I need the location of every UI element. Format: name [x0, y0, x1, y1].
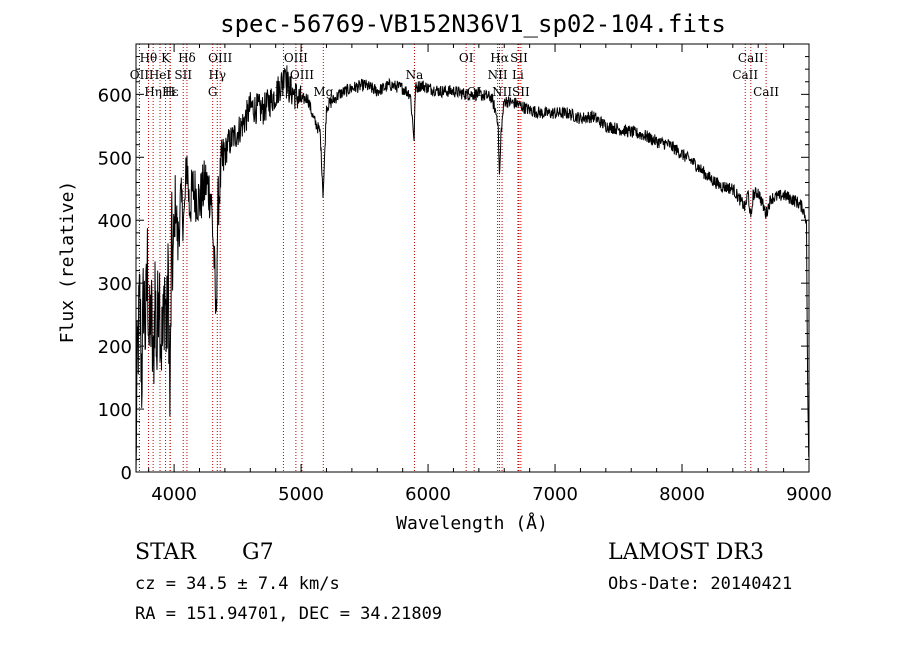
spectral-line-label: OIII: [284, 51, 308, 65]
spectral-line-label: K: [161, 51, 171, 65]
plot-frame: [135, 43, 810, 473]
x-tick-label: 6000: [405, 484, 451, 505]
spectral-line-label: Hε: [162, 85, 179, 99]
obs-date: Obs-Date: 20140421: [608, 574, 793, 594]
spectral-line-labels: OIIHθHηHeIKHHεSIIHδGHγOIIIHβOIIIOIIIMgNa…: [130, 51, 779, 99]
y-tick-label: 300: [98, 274, 132, 295]
spectral-line-label: CaII: [738, 51, 764, 65]
spectral-line-label: Na: [406, 68, 424, 82]
spectral-line-label: CaII: [753, 85, 779, 99]
x-tick-label: 9000: [786, 484, 832, 505]
spectral-line-label: OII: [130, 68, 150, 82]
object-class: STAR: [135, 540, 196, 565]
y-tick-label: 0: [121, 463, 132, 484]
spectral-line-label: HeI: [149, 68, 172, 82]
y-tick-label: 600: [98, 85, 132, 106]
spectral-line-label: Hθ: [140, 51, 158, 65]
y-tick-label: 400: [98, 211, 132, 232]
spectral-line-label: Mg: [313, 85, 333, 99]
spectral-line-label: CaII: [732, 68, 758, 82]
y-axis-label: Flux (relative): [57, 181, 78, 344]
x-tick-label: 8000: [659, 484, 705, 505]
spectral-line-label: Hη: [144, 85, 162, 99]
spectral-line-label: NII: [488, 68, 508, 82]
y-tick-label: 200: [98, 337, 132, 358]
y-tick-label: 500: [98, 148, 132, 169]
spectral-line-label: OIII: [290, 68, 314, 82]
spectral-line-label: Hγ: [208, 68, 226, 82]
spectral-line-label: OIII: [208, 51, 232, 65]
spectral-line-label: H: [165, 85, 175, 99]
x-tick-label: 7000: [532, 484, 578, 505]
x-tick-label: 5000: [278, 484, 324, 505]
coordinates: RA = 151.94701, DEC = 34.21809: [135, 604, 443, 624]
spectrum-line: [135, 65, 810, 473]
x-axis-label: Wavelength (Å): [396, 512, 548, 534]
axis-ticks: 4000 5000 6000 7000 8000 9000 0 100 200 300 400 500…: [98, 44, 832, 505]
spectral-line-label: NII: [492, 85, 512, 99]
spectral-line-label: Li: [512, 68, 524, 82]
spectral-line-label: OI: [459, 51, 474, 65]
spectral-line-label: G: [208, 85, 218, 99]
y-tick-label: 100: [98, 400, 132, 421]
spectral-lines-layer: [138, 44, 767, 472]
spectral-line-label: Hδ: [178, 51, 196, 65]
chart-title: spec-56769-VB152N36V1_sp02-104.fits: [220, 10, 726, 38]
spectral-line-label: Hα: [490, 51, 509, 65]
survey-name: LAMOST DR3: [608, 540, 764, 565]
object-subclass: G7: [242, 540, 274, 565]
x-tick-label: 4000: [151, 484, 197, 505]
spectral-line-label: SII: [512, 85, 530, 99]
spectral-line-label: SII: [174, 68, 192, 82]
spectral-line-label: SII: [510, 51, 528, 65]
redshift-value: cz = 34.5 ± 7.4 km/s: [135, 574, 340, 594]
